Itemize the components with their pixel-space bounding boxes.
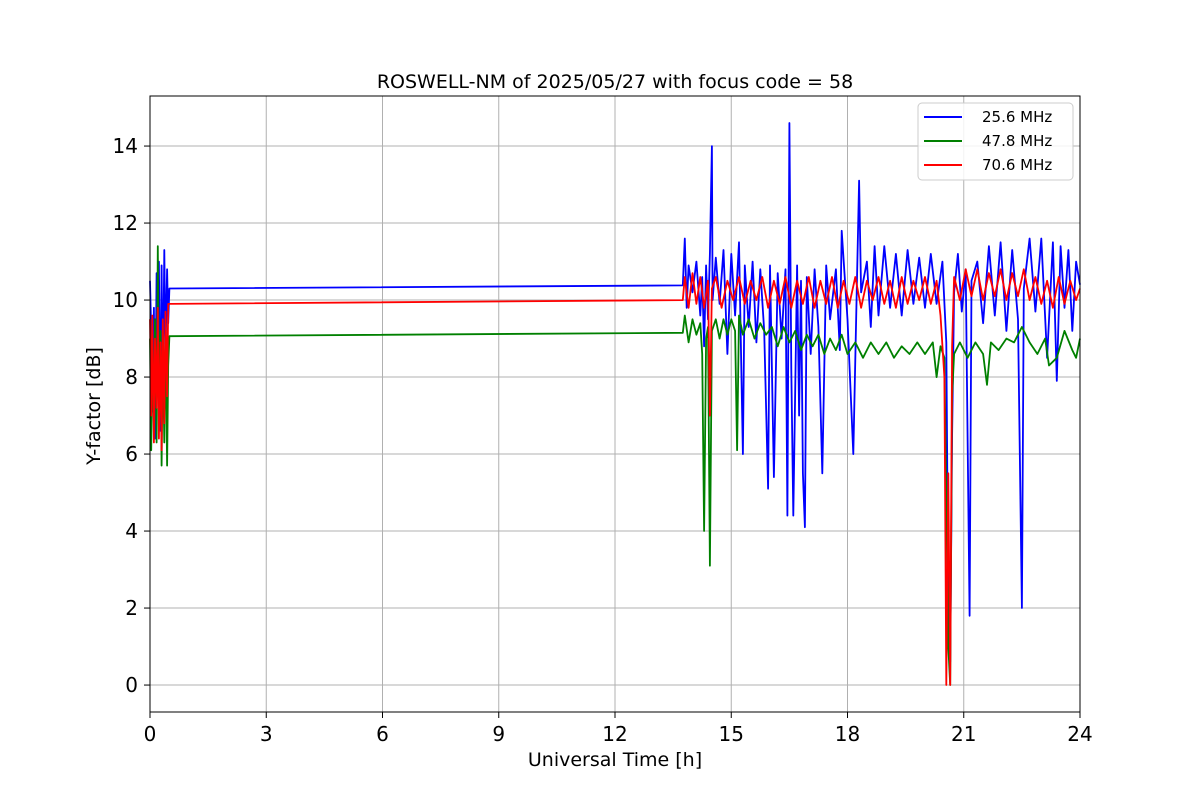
legend-label-1: 25.6 MHz: [982, 108, 1052, 126]
x-axis-label: Universal Time [h]: [528, 749, 702, 771]
series-line-2: [149, 245, 1081, 686]
x-tick-label: 15: [719, 722, 744, 746]
x-tick-label: 18: [835, 722, 860, 746]
series-line-3: [149, 268, 1081, 686]
y-tick-label: 4: [125, 519, 138, 543]
x-tick-label: 12: [602, 722, 627, 746]
x-tick-label: 0: [144, 722, 157, 746]
y-tick-label: 14: [113, 134, 138, 158]
y-tick-label: 12: [113, 211, 138, 235]
y-tick-label: 0: [125, 673, 138, 697]
y-axis-label: Y-factor [dB]: [83, 347, 105, 466]
x-tick-label: 9: [492, 722, 505, 746]
legend-label-3: 70.6 MHz: [982, 156, 1052, 174]
legend-label-2: 47.8 MHz: [982, 132, 1052, 150]
legend-box: [917, 102, 1074, 181]
y-tick-label: 6: [125, 442, 138, 466]
chart-title: ROSWELL-NM of 2025/05/27 with focus code…: [377, 71, 853, 93]
y-tick-label: 10: [113, 288, 138, 312]
x-tick-label: 3: [260, 722, 273, 746]
x-tick-label: 24: [1067, 722, 1092, 746]
series-line-1: [149, 122, 1081, 663]
x-tick-label: 6: [376, 722, 389, 746]
series-layer: [149, 122, 1081, 686]
y-tick-label: 8: [125, 365, 138, 389]
x-tick-label: 21: [951, 722, 976, 746]
y-tick-label: 2: [125, 596, 138, 620]
legend: 25.6 MHz 47.8 MHz 70.6 MHz: [917, 102, 1074, 181]
